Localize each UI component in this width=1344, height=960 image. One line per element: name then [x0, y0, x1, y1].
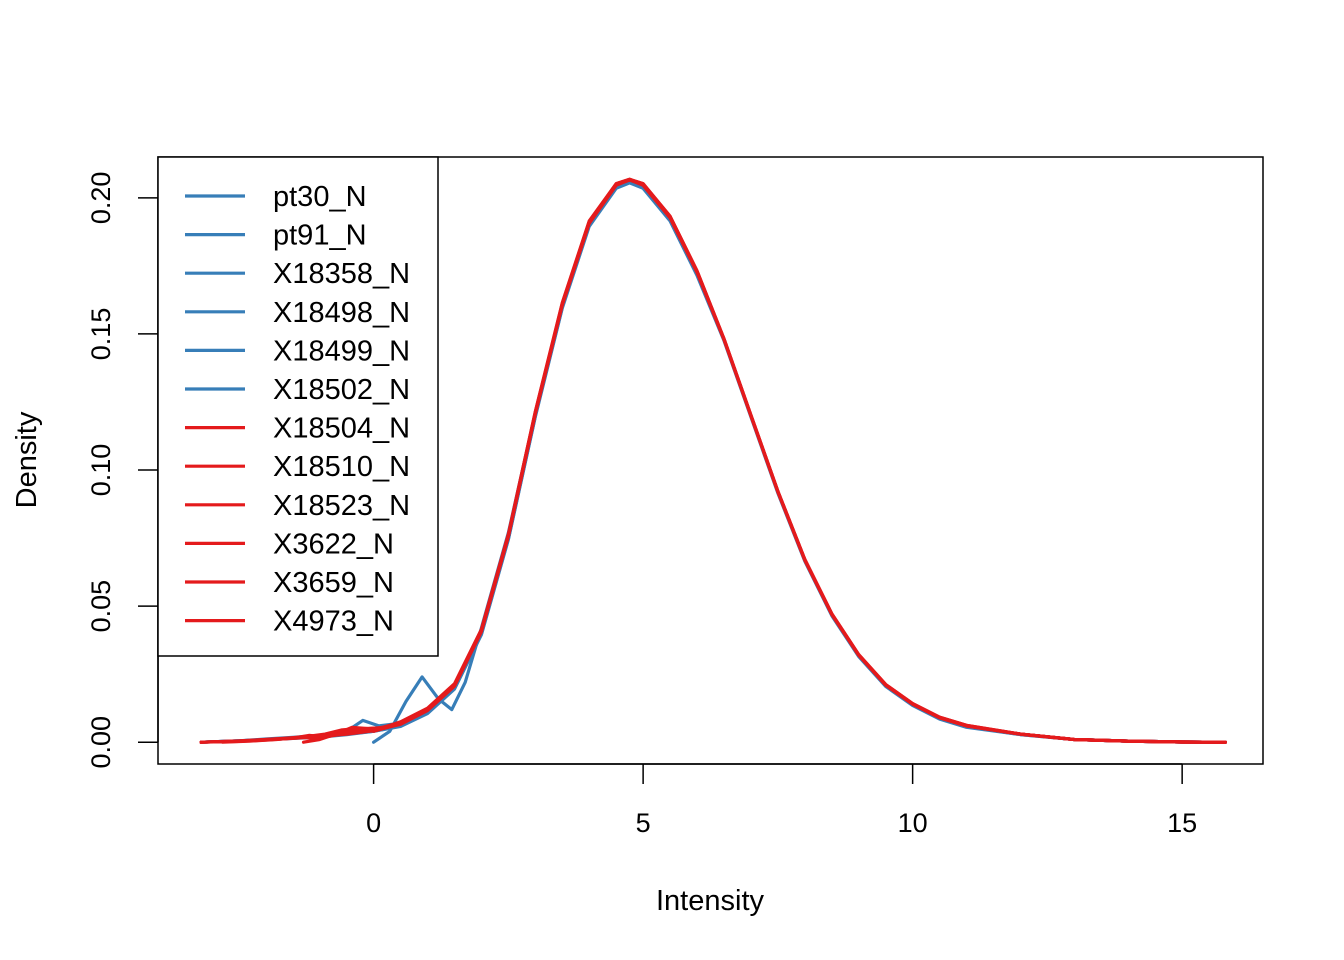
- x-tick-label: 15: [1167, 808, 1197, 838]
- x-tick-label: 5: [636, 808, 651, 838]
- y-tick-label: 0.15: [86, 308, 116, 361]
- legend-label-X3659_N: X3659_N: [273, 567, 394, 599]
- legend-label-X18523_N: X18523_N: [273, 490, 410, 522]
- x-axis-title: Intensity: [656, 885, 764, 917]
- legend-label-X18499_N: X18499_N: [273, 335, 410, 367]
- y-tick-label: 0.20: [86, 172, 116, 225]
- x-tick-label: 10: [898, 808, 928, 838]
- x-tick-label: 0: [366, 808, 381, 838]
- y-axis-title: Density: [11, 411, 43, 508]
- legend-box: [157, 156, 439, 657]
- legend-label-X18510_N: X18510_N: [273, 451, 410, 483]
- legend: pt30_N pt91_N X18358_N X18498_N X18499_N X185…: [157, 156, 439, 657]
- y-tick-label: 0.05: [86, 580, 116, 633]
- legend-label-pt91_N: pt91_N: [273, 220, 367, 252]
- y-axis: 0.00 0.05 0.10 0.15 0.20: [86, 172, 159, 769]
- legend-label-X18498_N: X18498_N: [273, 297, 410, 329]
- x-axis: 0 5 10 15: [366, 763, 1197, 838]
- series-line-X4973_N: [221, 178, 1227, 744]
- legend-label-pt30_N: pt30_N: [273, 181, 367, 213]
- legend-label-X18504_N: X18504_N: [273, 413, 410, 445]
- y-tick-label: 0.10: [86, 444, 116, 497]
- y-tick-label: 0.00: [86, 716, 116, 769]
- series-layer: [199, 177, 1227, 744]
- legend-label-X4973_N: X4973_N: [273, 606, 394, 638]
- legend-label-X3622_N: X3622_N: [273, 528, 394, 560]
- legend-label-X18502_N: X18502_N: [273, 374, 410, 406]
- legend-label-X18358_N: X18358_N: [273, 258, 410, 290]
